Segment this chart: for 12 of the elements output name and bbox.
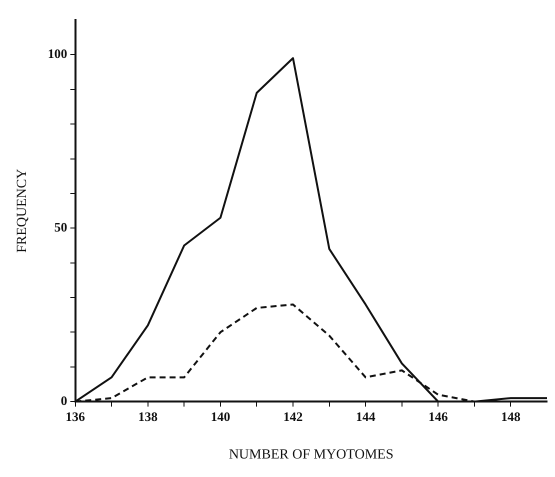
y-axis-title: FREQUENCY: [15, 168, 30, 253]
x-tick-label: 138: [138, 408, 158, 424]
x-tick-label: 136: [66, 408, 86, 424]
x-axis-title: NUMBER OF MYOTOMES: [228, 447, 394, 462]
x-tick-label: 144: [356, 408, 376, 424]
x-tick-label: 140: [210, 408, 230, 424]
y-tick-label: 100: [48, 46, 68, 62]
x-tick-label: 142: [283, 408, 303, 424]
x-tick-label: 148: [500, 408, 521, 424]
x-tick-label: 146: [428, 408, 448, 424]
y-tick-label: 50: [54, 220, 68, 235]
y-tick-label: 0: [60, 392, 68, 408]
